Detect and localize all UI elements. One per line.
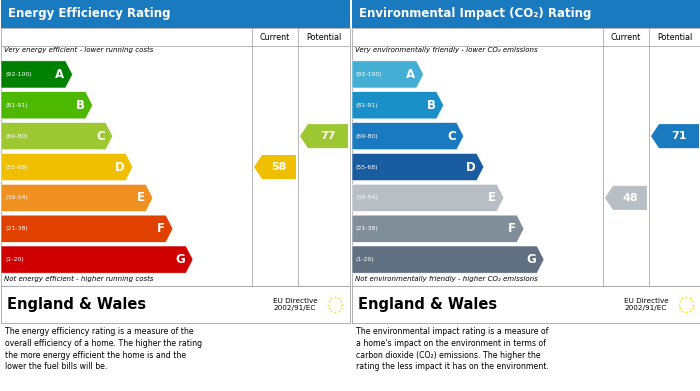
- Text: 58: 58: [272, 162, 287, 172]
- Polygon shape: [1, 92, 92, 119]
- Polygon shape: [1, 184, 153, 212]
- Polygon shape: [352, 61, 424, 88]
- Text: (55-68): (55-68): [356, 165, 379, 170]
- Text: Not energy efficient - higher running costs: Not energy efficient - higher running co…: [4, 276, 153, 282]
- Polygon shape: [605, 186, 647, 210]
- Text: (1-20): (1-20): [5, 257, 24, 262]
- Text: G: G: [526, 253, 536, 266]
- Text: E: E: [488, 191, 496, 204]
- Text: A: A: [407, 68, 416, 81]
- Polygon shape: [352, 92, 444, 119]
- Text: (21-38): (21-38): [5, 226, 28, 231]
- Text: (92-100): (92-100): [356, 72, 383, 77]
- Text: EU Directive
2002/91/EC: EU Directive 2002/91/EC: [624, 298, 669, 311]
- Text: England & Wales: England & Wales: [7, 297, 146, 312]
- Text: F: F: [508, 222, 516, 235]
- Text: England & Wales: England & Wales: [358, 297, 497, 312]
- Polygon shape: [1, 215, 173, 242]
- Bar: [1, 286, 350, 323]
- Text: The energy efficiency rating is a measure of the
overall efficiency of a home. T: The energy efficiency rating is a measur…: [5, 327, 202, 371]
- Polygon shape: [1, 61, 73, 88]
- Text: Current: Current: [611, 32, 641, 41]
- Text: 77: 77: [321, 131, 336, 141]
- Text: B: B: [76, 99, 85, 112]
- Text: C: C: [96, 130, 105, 143]
- Text: B: B: [426, 99, 435, 112]
- Text: (69-80): (69-80): [356, 134, 379, 139]
- Text: Energy Efficiency Rating: Energy Efficiency Rating: [8, 7, 171, 20]
- Text: (39-54): (39-54): [356, 196, 379, 200]
- Text: 71: 71: [671, 131, 687, 141]
- Text: D: D: [115, 160, 125, 174]
- Text: (69-80): (69-80): [5, 134, 27, 139]
- Text: C: C: [447, 130, 456, 143]
- Text: Not environmentally friendly - higher CO₂ emissions: Not environmentally friendly - higher CO…: [355, 276, 538, 282]
- Text: D: D: [466, 160, 476, 174]
- Polygon shape: [254, 155, 296, 179]
- Text: (1-20): (1-20): [356, 257, 374, 262]
- Bar: [352, 28, 700, 323]
- Bar: [352, 286, 700, 323]
- Text: (39-54): (39-54): [5, 196, 28, 200]
- Text: Environmental Impact (CO₂) Rating: Environmental Impact (CO₂) Rating: [359, 7, 592, 20]
- Text: Potential: Potential: [657, 32, 692, 41]
- Bar: [352, 0, 700, 28]
- Text: Current: Current: [260, 32, 290, 41]
- Text: Very environmentally friendly - lower CO₂ emissions: Very environmentally friendly - lower CO…: [355, 47, 538, 53]
- Polygon shape: [352, 246, 544, 273]
- Text: E: E: [137, 191, 145, 204]
- Text: (55-68): (55-68): [5, 165, 27, 170]
- Text: EU Directive
2002/91/EC: EU Directive 2002/91/EC: [273, 298, 318, 311]
- Polygon shape: [352, 184, 504, 212]
- Polygon shape: [352, 122, 463, 150]
- Text: (92-100): (92-100): [5, 72, 32, 77]
- Bar: [1, 0, 350, 28]
- Polygon shape: [300, 124, 348, 148]
- Text: Potential: Potential: [307, 32, 342, 41]
- FancyBboxPatch shape: [323, 292, 347, 316]
- Text: (81-91): (81-91): [356, 103, 379, 108]
- Polygon shape: [651, 124, 699, 148]
- Text: 48: 48: [622, 193, 638, 203]
- Polygon shape: [1, 246, 193, 273]
- Polygon shape: [1, 153, 133, 181]
- Text: The environmental impact rating is a measure of
a home's impact on the environme: The environmental impact rating is a mea…: [356, 327, 549, 371]
- Text: (81-91): (81-91): [5, 103, 27, 108]
- Polygon shape: [352, 153, 484, 181]
- Text: Very energy efficient - lower running costs: Very energy efficient - lower running co…: [4, 47, 153, 53]
- Bar: [1, 28, 350, 323]
- Text: F: F: [157, 222, 165, 235]
- Text: G: G: [175, 253, 185, 266]
- FancyBboxPatch shape: [674, 292, 698, 316]
- Text: (21-38): (21-38): [356, 226, 379, 231]
- Polygon shape: [1, 122, 113, 150]
- Polygon shape: [352, 215, 524, 242]
- Text: A: A: [55, 68, 64, 81]
